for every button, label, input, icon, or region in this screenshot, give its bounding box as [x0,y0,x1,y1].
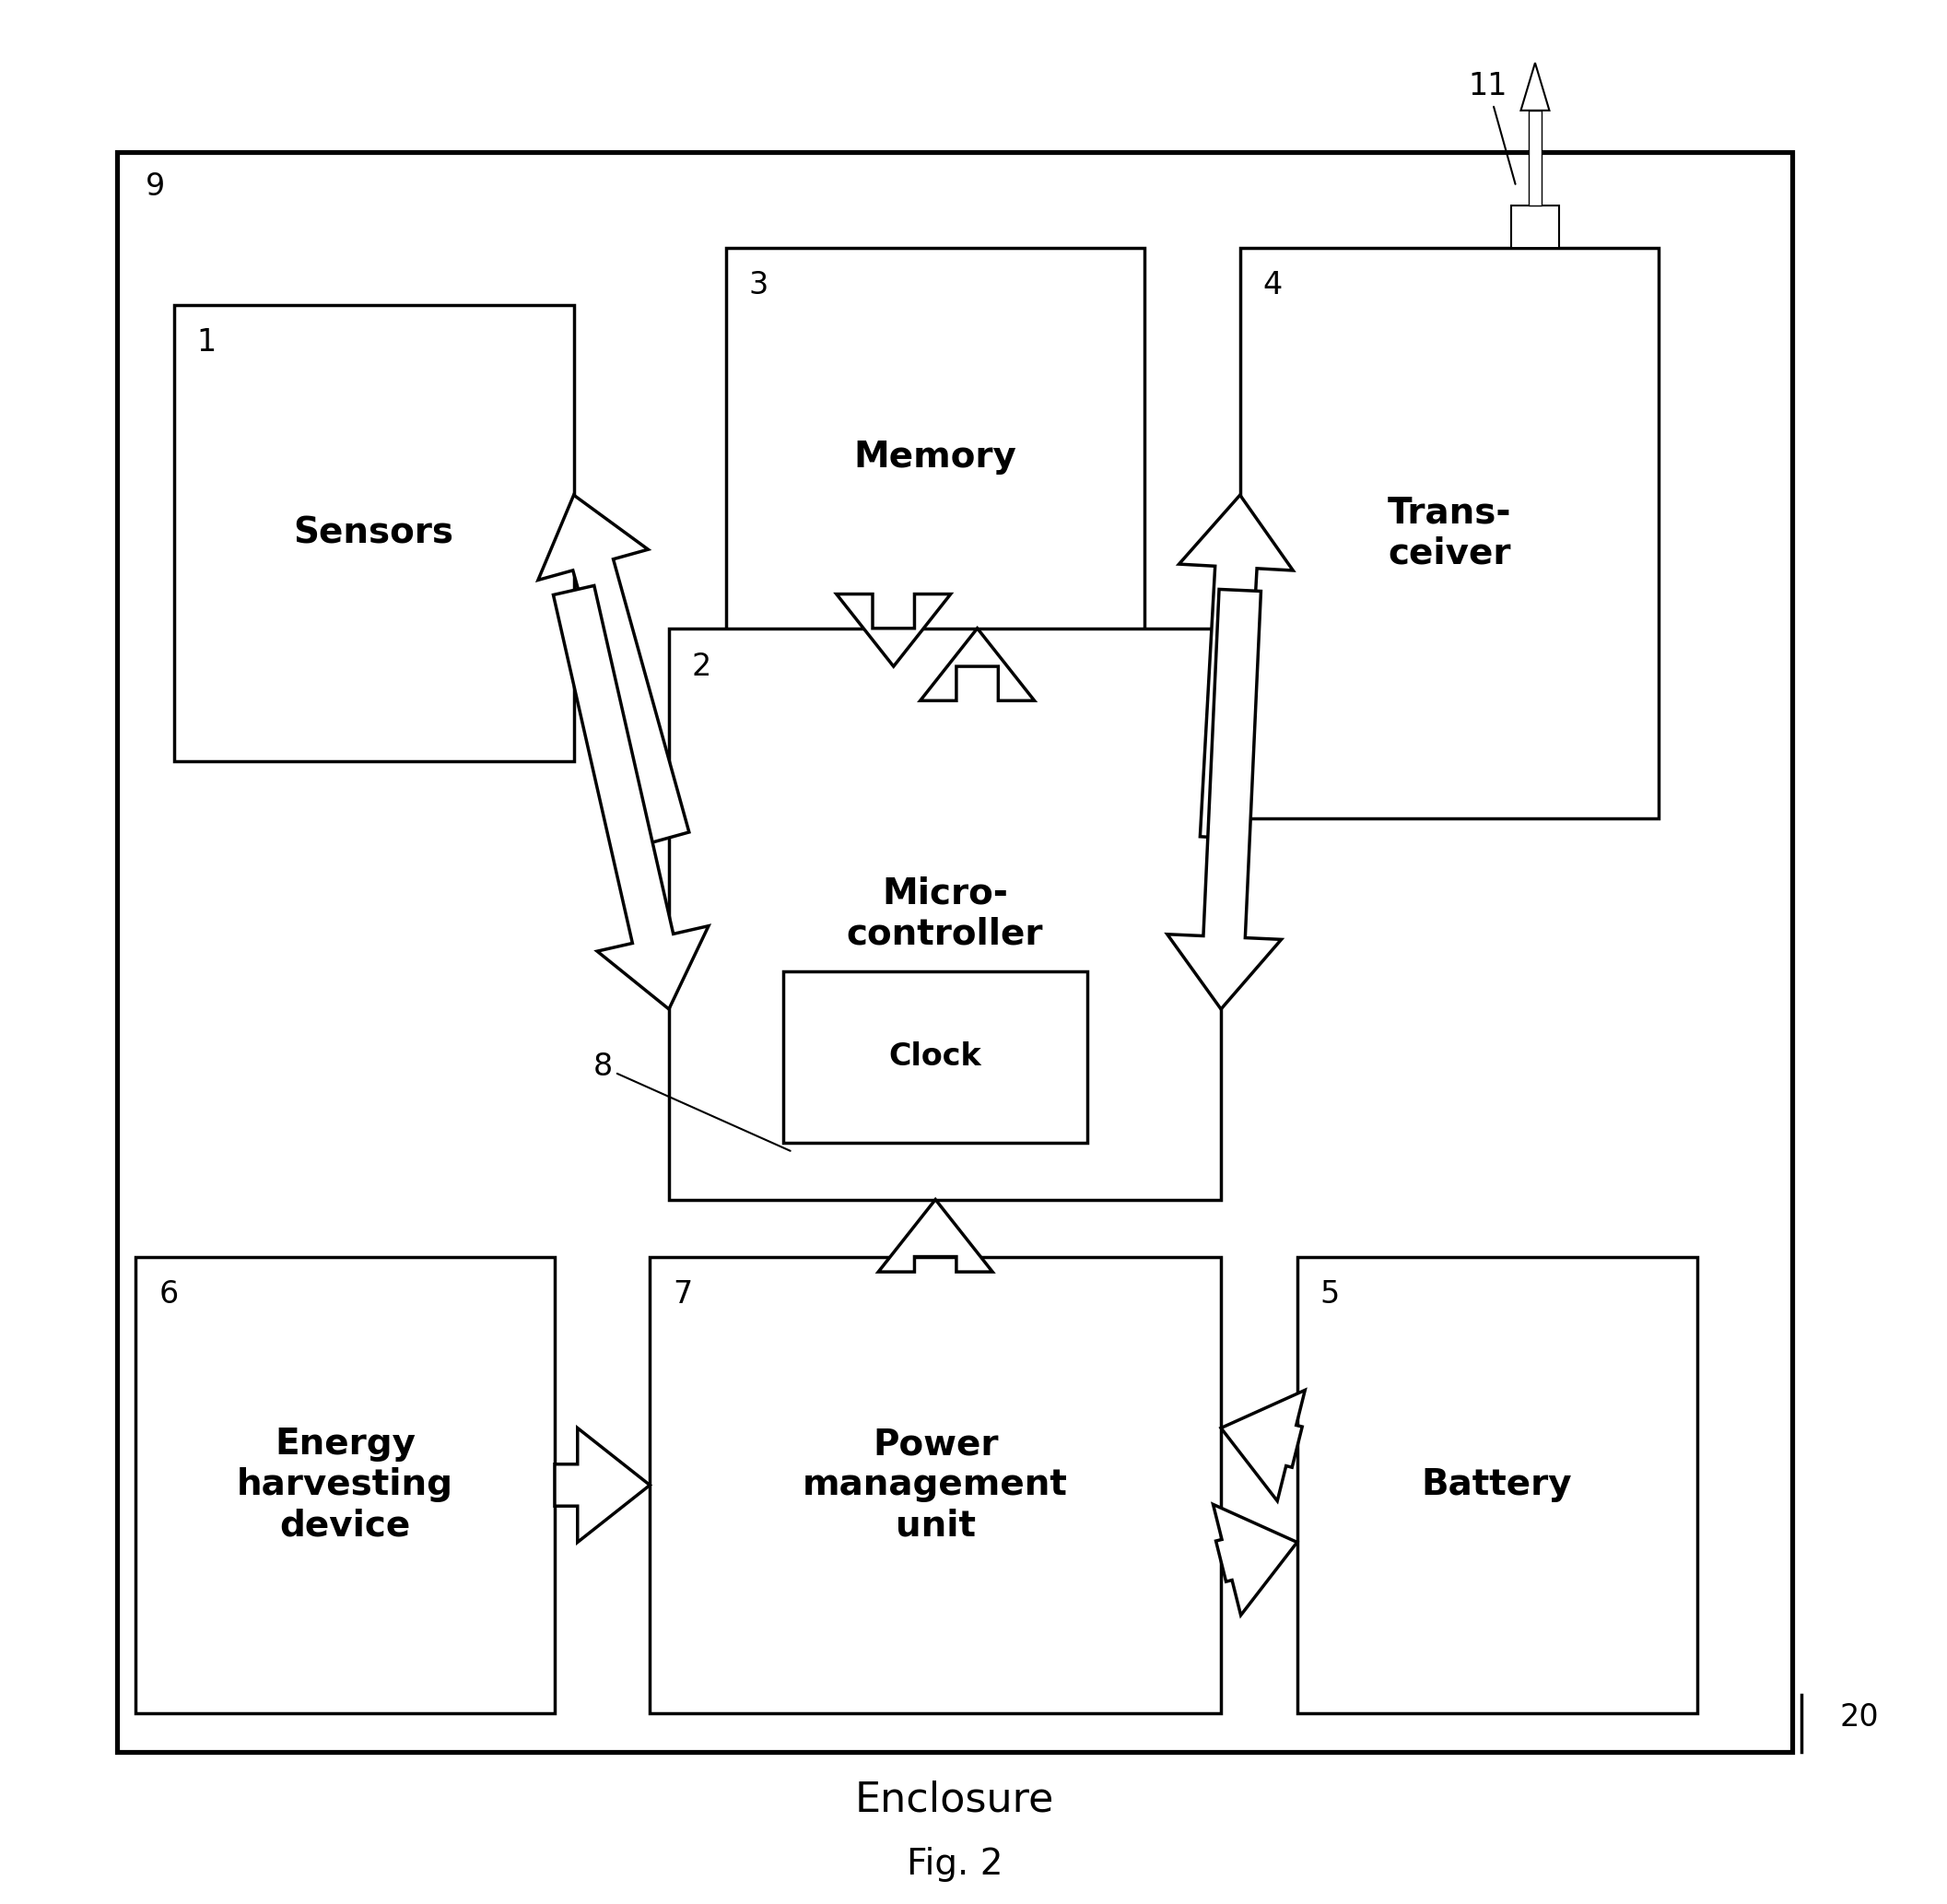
Text: Battery: Battery [1421,1468,1573,1502]
FancyBboxPatch shape [117,152,1791,1752]
FancyBboxPatch shape [136,1257,555,1714]
Polygon shape [1221,1390,1304,1500]
Polygon shape [1166,590,1281,1009]
Text: Fig. 2: Fig. 2 [905,1847,1003,1881]
Text: 4: 4 [1264,270,1283,301]
FancyBboxPatch shape [173,305,574,762]
Polygon shape [555,1428,650,1542]
Text: Trans-
ceiver: Trans- ceiver [1388,495,1511,571]
Text: Micro-
controller: Micro- controller [847,876,1044,952]
Polygon shape [837,594,950,666]
Text: 5: 5 [1320,1279,1340,1310]
Polygon shape [878,1200,993,1272]
Text: Energy
harvesting
device: Energy harvesting device [238,1428,454,1542]
Text: 2: 2 [691,651,711,682]
FancyBboxPatch shape [1297,1257,1698,1714]
FancyBboxPatch shape [1240,248,1659,819]
Text: Clock: Clock [890,1041,981,1072]
Polygon shape [1180,495,1293,840]
FancyBboxPatch shape [670,628,1221,1200]
Text: 6: 6 [160,1279,179,1310]
Polygon shape [921,628,1034,701]
Text: Memory: Memory [855,440,1016,474]
Polygon shape [537,495,689,843]
FancyBboxPatch shape [726,248,1145,666]
FancyBboxPatch shape [783,971,1088,1142]
FancyBboxPatch shape [1511,206,1560,248]
Text: 1: 1 [197,327,216,358]
Text: Power
management
unit: Power management unit [802,1428,1069,1542]
Polygon shape [553,586,709,1009]
Text: 3: 3 [750,270,769,301]
Text: Sensors: Sensors [294,516,454,550]
Text: 8: 8 [592,1051,790,1150]
Polygon shape [1213,1504,1297,1615]
Polygon shape [1521,63,1550,110]
FancyBboxPatch shape [1528,110,1542,206]
Text: 9: 9 [146,171,165,202]
Text: 7: 7 [674,1279,693,1310]
Text: Enclosure: Enclosure [855,1780,1053,1820]
Text: 11: 11 [1468,70,1515,185]
FancyBboxPatch shape [650,1257,1221,1714]
Text: 20: 20 [1840,1702,1879,1733]
